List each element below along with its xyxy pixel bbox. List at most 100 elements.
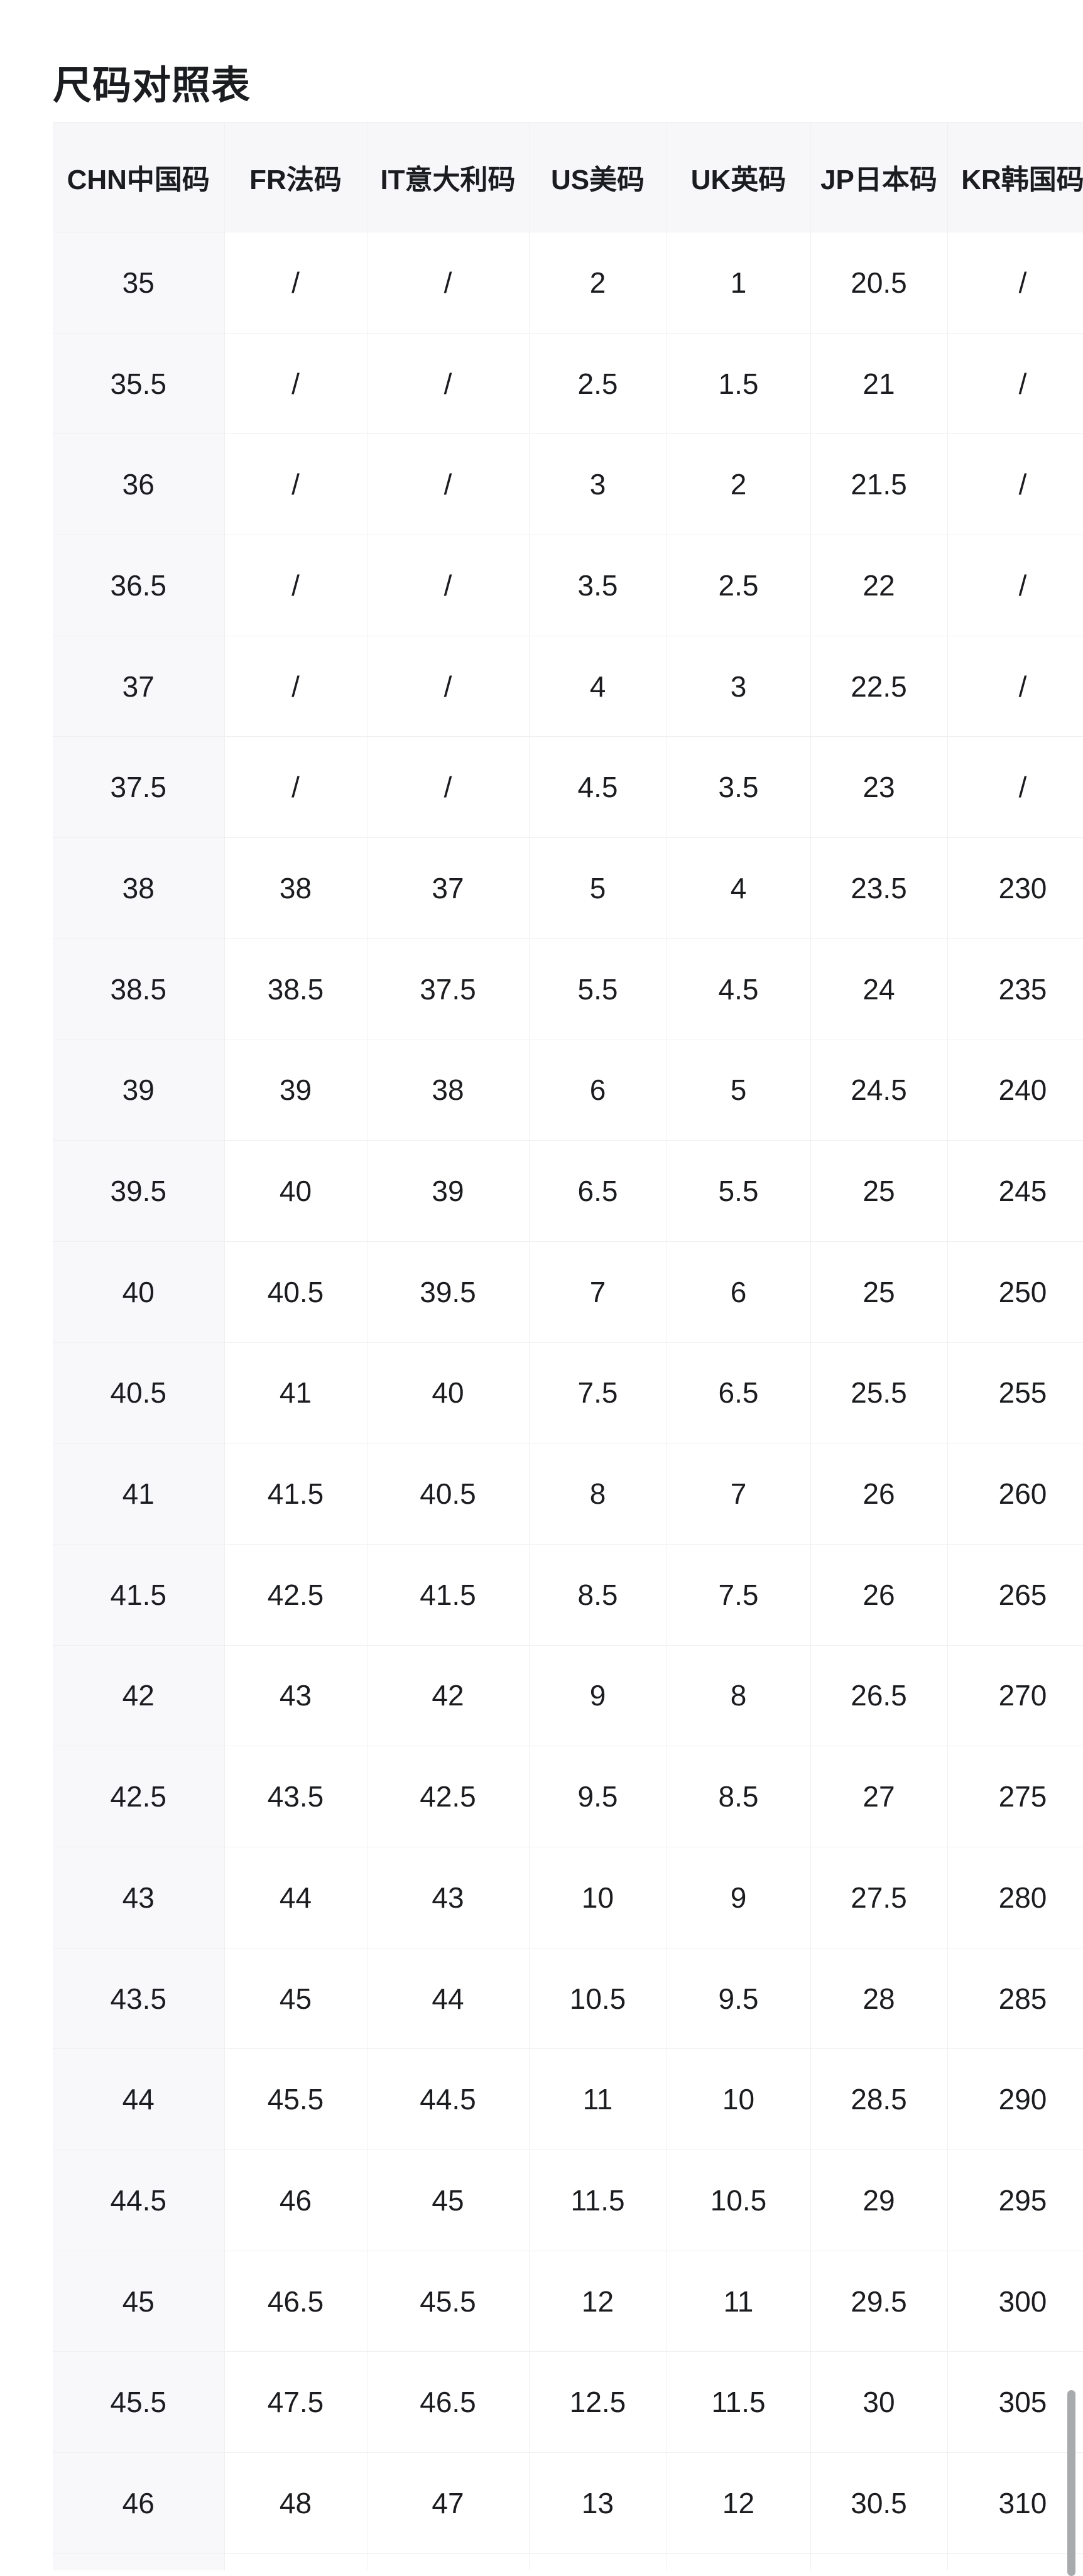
table-cell: 42	[367, 1645, 530, 1747]
table-row: 38.5 38.5 37.5 5.5 4.5 24 235	[53, 938, 1083, 1040]
table-row: 42.5 43.5 42.5 9.5 8.5 27 275	[53, 1746, 1083, 1847]
table-cell: 2.5	[529, 333, 667, 435]
table-cell: 26.5	[810, 1645, 948, 1747]
table-cell: 4.5	[529, 736, 667, 839]
table-cell: 10.5	[529, 1948, 667, 2050]
column-header-5: JP日本码	[810, 122, 948, 232]
column-header-2: IT意大利码	[367, 122, 530, 232]
table-cell: 48	[224, 2452, 367, 2554]
table-cell: 23.5	[810, 837, 948, 939]
table-cell	[53, 2553, 225, 2570]
table-cell: 46.5	[224, 2251, 367, 2352]
table-cell: 11	[529, 2048, 667, 2151]
table-cell: 29.5	[810, 2251, 948, 2352]
size-table: CHN中国码 FR法码 IT意大利码 US美码 UK英码 JP日本码 KR韩国码 35//2…	[53, 122, 1083, 2570]
table-cell: 21	[810, 333, 948, 435]
table-cell: 4	[667, 837, 811, 939]
table-cell: 28	[810, 1948, 948, 2050]
column-header-4: UK英码	[667, 122, 811, 232]
table-cell: 255	[947, 1342, 1083, 1444]
table-cell: /	[367, 232, 530, 334]
table-cell: 30	[810, 2351, 948, 2454]
table-row: 39.5 40 39 6.5 5.5 25 245	[53, 1140, 1083, 1242]
table-cell: 25	[810, 1241, 948, 1343]
table-cell: 6	[667, 1241, 811, 1343]
table-cell: 7.5	[529, 1342, 667, 1444]
table-cell: /	[224, 736, 367, 839]
table-row: 35.5//2.5 1.5 21/	[53, 333, 1083, 435]
table-cell: 43	[224, 1645, 367, 1747]
table-cell: 44	[53, 2048, 225, 2151]
table-cell: 5.5	[529, 938, 667, 1040]
table-row: 43.5 45 44 10.5 9.5 28 285	[53, 1948, 1083, 2050]
size-table-header: CHN中国码 FR法码 IT意大利码 US美码 UK英码 JP日本码 KR韩国码	[53, 122, 1083, 232]
table-cell: 10.5	[667, 2149, 811, 2251]
size-table-viewport[interactable]: CHN中国码 FR法码 IT意大利码 US美码 UK英码 JP日本码 KR韩国码 35//2…	[53, 122, 1083, 2570]
table-cell: 41.5	[53, 1544, 225, 1646]
table-cell: 1	[667, 232, 811, 334]
table-cell: 47.5	[224, 2351, 367, 2454]
vertical-scrollbar-thumb[interactable]	[1067, 2390, 1075, 2576]
table-cell: 7	[667, 1443, 811, 1545]
table-cell: 41.5	[224, 1443, 367, 1545]
column-header-3: US美码	[529, 122, 667, 232]
table-cell: 44.5	[367, 2048, 530, 2151]
table-cell: 38	[53, 837, 225, 939]
table-cell: 37	[367, 837, 530, 939]
table-cell: /	[367, 333, 530, 435]
table-cell: 28.5	[810, 2048, 948, 2151]
table-cell: 7.5	[667, 1544, 811, 1646]
table-cell: 46.5	[367, 2351, 530, 2454]
table-cell: 8.5	[667, 1746, 811, 1847]
table-cell: /	[367, 433, 530, 536]
table-cell: 1.5	[667, 333, 811, 435]
table-cell: 41	[224, 1342, 367, 1444]
table-row: 36//3 2 21.5/	[53, 433, 1083, 536]
table-cell: 40	[224, 1140, 367, 1242]
table-cell: 6.5	[529, 1140, 667, 1242]
table-cell: /	[224, 535, 367, 636]
table-cell: 35.5	[53, 333, 225, 435]
table-cell	[529, 2553, 667, 2570]
table-cell: 26	[810, 1544, 948, 1646]
table-cell: 8.5	[529, 1544, 667, 1646]
table-cell: 2	[529, 232, 667, 334]
table-cell: 41	[53, 1443, 225, 1545]
size-table-body: 35//2 1 20.5/35.5//2.5 1.5 21/36//3 2 21.5/36.…	[53, 232, 1083, 2570]
table-cell: 44	[224, 1847, 367, 1948]
table-cell: 260	[947, 1443, 1083, 1545]
table-cell: 46	[224, 2149, 367, 2251]
table-cell: /	[947, 535, 1083, 636]
table-cell: 42.5	[53, 1746, 225, 1847]
table-cell: 305	[947, 2351, 1083, 2454]
table-cell: 12.5	[529, 2351, 667, 2454]
table-cell: 39.5	[53, 1140, 225, 1242]
table-row: 36.5//3.5 2.5 22/	[53, 535, 1083, 636]
table-row: 40 40.5 39.5 7 6 25 250	[53, 1241, 1083, 1343]
table-cell: 23	[810, 736, 948, 839]
table-cell: 45.5	[224, 2048, 367, 2151]
table-row: 35//2 1 20.5/	[53, 232, 1083, 334]
table-cell: 310	[947, 2452, 1083, 2554]
table-cell: 46	[53, 2452, 225, 2554]
table-row: 46 48 47 13 12 30.5 310	[53, 2452, 1083, 2554]
table-cell: 42.5	[367, 1746, 530, 1847]
table-row: 44.5 46 45 11.5 10.5 29 295	[53, 2149, 1083, 2251]
table-cell: 29	[810, 2149, 948, 2251]
table-cell: 3	[529, 433, 667, 536]
table-cell: 24.5	[810, 1040, 948, 1141]
table-cell: 295	[947, 2149, 1083, 2251]
table-cell: /	[947, 636, 1083, 737]
table-cell: /	[224, 636, 367, 737]
table-cell: 8	[529, 1443, 667, 1545]
table-cell: 11	[667, 2251, 811, 2352]
table-cell: 42	[53, 1645, 225, 1747]
table-cell: /	[367, 636, 530, 737]
table-cell: 3	[667, 636, 811, 737]
table-cell: 280	[947, 1847, 1083, 1948]
table-cell: /	[947, 736, 1083, 839]
table-cell: 30.5	[810, 2452, 948, 2554]
table-cell: 39	[53, 1040, 225, 1141]
column-header-6: KR韩国码	[947, 122, 1083, 232]
table-cell	[224, 2553, 367, 2570]
